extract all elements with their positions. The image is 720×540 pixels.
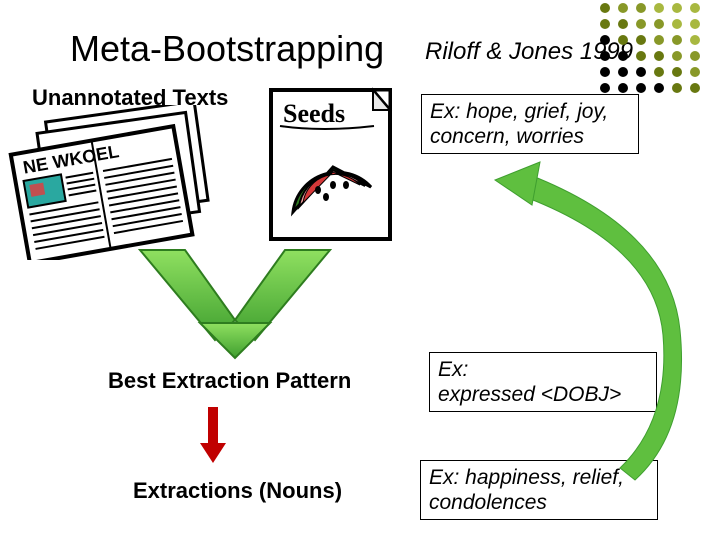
svg-text:Seeds: Seeds — [283, 99, 345, 128]
red-arrow-icon — [198, 405, 228, 465]
green-curve-arrow-icon — [380, 150, 700, 490]
example-seeds-box: Ex: hope, grief, joy, concern, worries — [421, 94, 639, 154]
slide-title: Meta-Bootstrapping — [70, 28, 384, 70]
seed-packet-icon: Seeds — [263, 82, 398, 247]
dot-grid-decoration — [600, 3, 702, 95]
label-extractions: Extractions (Nouns) — [133, 478, 342, 504]
green-v-arrow-icon — [130, 245, 340, 360]
newspaper-icon: NE WKOEL — [0, 105, 230, 260]
label-best-pattern: Best Extraction Pattern — [108, 368, 351, 394]
